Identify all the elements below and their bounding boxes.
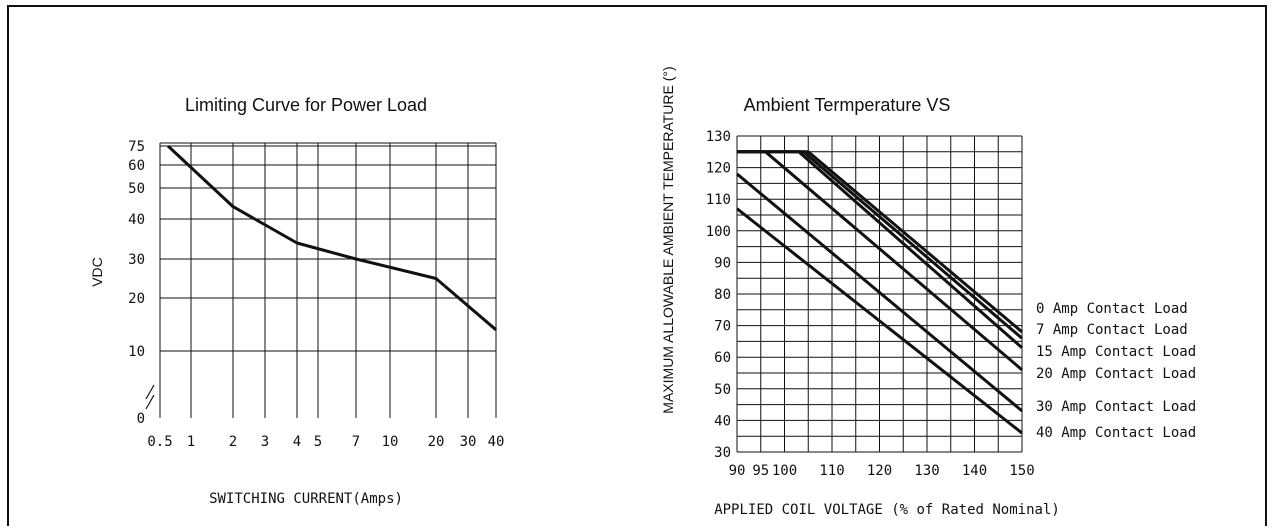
figure-frame — [7, 5, 1267, 526]
left-x-tick-label: 5 — [314, 434, 322, 450]
right-series-label: 30 Amp Contact Load — [1036, 399, 1196, 415]
left-ticks: 0.5 1 2 3 4 5 7 10 20 30 40 75 60 50 40 30 20 10 0 — [128, 139, 504, 450]
left-x-tick-label: 40 — [488, 434, 505, 450]
right-y-axis-label: MAXIMUM ALLOWABLE AMBIENT TEMPERATURE (°… — [660, 66, 676, 413]
left-x-tick-label: 2 — [229, 434, 237, 450]
right-y-tick-label: 50 — [714, 382, 731, 398]
limiting-curve-chart: Limiting Curve for Power Load VDC SWITCH… — [89, 95, 504, 507]
left-y-tick-label: 60 — [128, 158, 145, 174]
left-y-tick-label: 40 — [128, 212, 145, 228]
right-chart-title: Ambient Termperature VS — [744, 95, 951, 115]
right-y-tick-label: 40 — [714, 413, 731, 429]
left-y-tick-label: 75 — [128, 139, 145, 155]
left-x-tick-label: 30 — [460, 434, 477, 450]
right-y-tick-label: 80 — [714, 287, 731, 303]
left-y-tick-label: 10 — [128, 344, 145, 360]
right-x-tick-label: 140 — [962, 463, 987, 479]
right-series-label: 7 Amp Contact Load — [1036, 322, 1188, 338]
right-series-label: 40 Amp Contact Load — [1036, 425, 1196, 441]
right-y-tick-label: 120 — [706, 161, 731, 177]
right-y-tick-label: 100 — [706, 224, 731, 240]
left-y-tick-label: 30 — [128, 252, 145, 268]
right-x-tick-label: 100 — [772, 463, 797, 479]
right-y-tick-label: 60 — [714, 350, 731, 366]
right-series-line — [736, 207, 1023, 435]
left-grid — [159, 142, 497, 418]
right-x-tick-label: 150 — [1009, 463, 1034, 479]
left-chart-title: Limiting Curve for Power Load — [185, 95, 427, 115]
right-x-tick-label: 90 — [729, 463, 746, 479]
left-x-tick-label: 0.5 — [147, 434, 172, 450]
left-y-axis-label: VDC — [89, 257, 105, 287]
right-series-line — [736, 172, 1023, 413]
right-series — [736, 150, 1023, 435]
left-x-tick-label: 7 — [352, 434, 360, 450]
left-y-tick-label: 0 — [137, 411, 145, 427]
right-x-axis-label: APPLIED COIL VOLTAGE (% of Rated Nominal… — [714, 502, 1060, 518]
left-x-tick-label: 3 — [261, 434, 269, 450]
right-y-tick-label: 90 — [714, 255, 731, 271]
right-x-tick-label: 95 — [752, 463, 769, 479]
right-series-label: 20 Amp Contact Load — [1036, 366, 1196, 382]
left-x-tick-label: 1 — [187, 434, 195, 450]
right-legend: 0 Amp Contact Load 7 Amp Contact Load 15 A… — [1036, 301, 1196, 441]
axis-break-mark — [145, 384, 155, 410]
right-series-line — [737, 150, 1023, 371]
right-y-tick-label: 110 — [706, 192, 731, 208]
left-y-tick-label: 50 — [128, 181, 145, 197]
left-series — [166, 144, 497, 331]
right-ticks: 90 95 100 110 120 130 140 150130120110100908070… — [706, 129, 1035, 479]
right-series-label: 0 Amp Contact Load — [1036, 301, 1188, 317]
right-series-label: 15 Amp Contact Load — [1036, 344, 1196, 360]
left-y-tick-label: 20 — [128, 291, 145, 307]
right-x-tick-label: 110 — [819, 463, 844, 479]
ambient-temperature-chart: Ambient Termperature VS MAXIMUM ALLOWABL… — [660, 66, 1196, 518]
left-x-tick-label: 10 — [382, 434, 399, 450]
right-y-tick-label: 30 — [714, 445, 731, 461]
right-y-tick-label: 70 — [714, 319, 731, 335]
left-series-line — [166, 144, 497, 331]
left-x-tick-label: 4 — [293, 434, 301, 450]
left-x-axis-label: SWITCHING CURRENT(Amps) — [209, 491, 403, 507]
right-x-tick-label: 130 — [914, 463, 939, 479]
right-y-tick-label: 130 — [706, 129, 731, 145]
left-x-tick-label: 20 — [428, 434, 445, 450]
right-x-tick-label: 120 — [867, 463, 892, 479]
